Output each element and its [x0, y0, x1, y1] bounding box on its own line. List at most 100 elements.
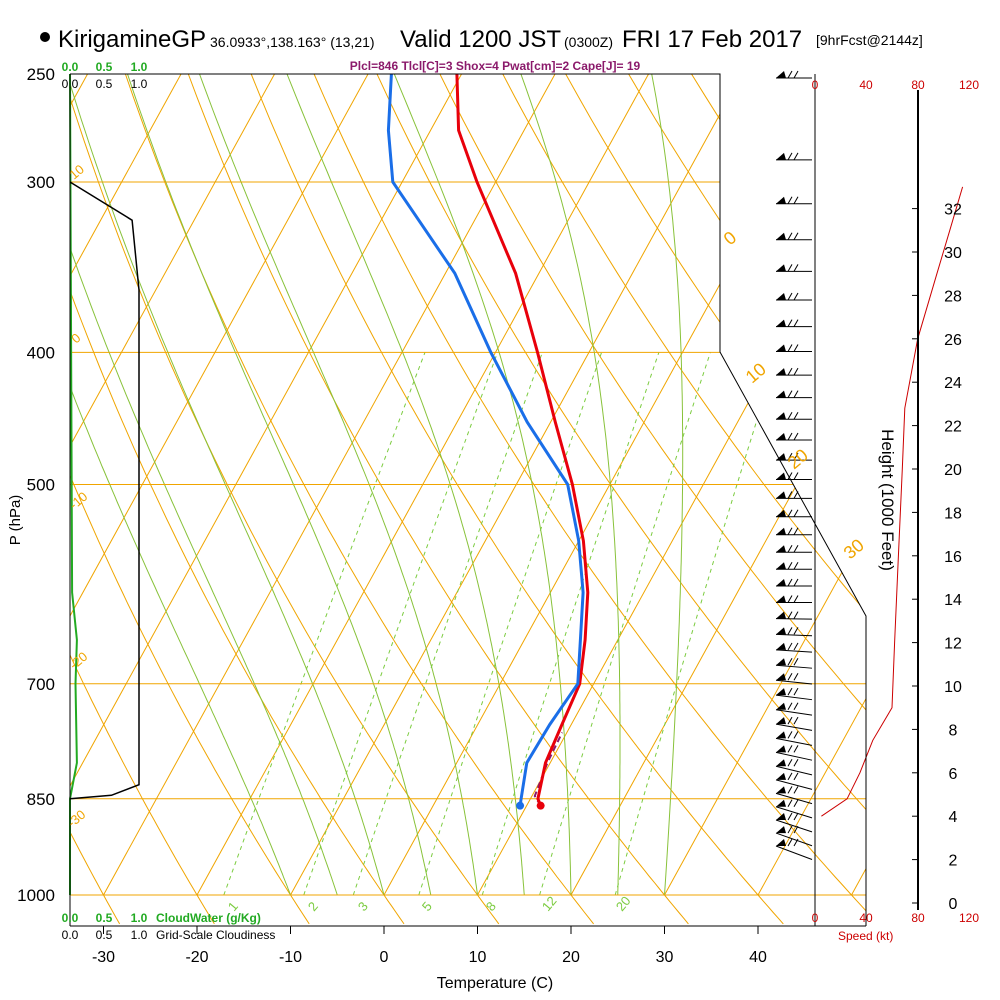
height-tick-label: 22 — [944, 419, 962, 436]
isotherm-label: 20 — [784, 445, 812, 473]
height-tick-label: 16 — [944, 549, 962, 566]
isotherm-label: 0 — [720, 227, 741, 249]
plot-frame — [70, 73, 867, 926]
wind-barb-feather — [787, 491, 793, 499]
isotherm-label: 10 — [742, 359, 770, 387]
cloudwater-tick-top: 1.0 — [131, 60, 148, 74]
wind-barb — [776, 412, 812, 420]
cloudiness-tick-bottom: 1.0 — [131, 928, 148, 942]
wind-barb-shaft — [775, 737, 813, 746]
wind-barb-feather — [793, 772, 799, 781]
mixing-ratio-line — [481, 352, 660, 896]
wind-barb-feather — [793, 687, 799, 696]
height-tick-label: 30 — [944, 245, 962, 262]
wind-barb-shaft — [775, 751, 813, 761]
wind-barb-feather — [793, 731, 799, 739]
wind-barb-feather — [787, 344, 793, 352]
wind-barb-flag — [776, 745, 786, 753]
wind-barb-feather — [787, 702, 793, 710]
wind-barb-flag — [776, 772, 786, 780]
cloudiness-tick-bottom: 0.0 — [62, 928, 79, 942]
wind-barb-feather — [787, 687, 793, 696]
dry-adiabat-line — [614, 74, 866, 925]
wind-barb-flag — [776, 799, 786, 807]
wind-barb-feather — [787, 657, 793, 666]
indices-line: Plcl=846 Tlcl[C]=3 Shox=4 Pwat[cm]=2 Cap… — [350, 59, 641, 73]
mixing-ratio-line — [303, 352, 499, 896]
isotherm-line — [664, 74, 866, 896]
wind-barb-flag — [776, 344, 786, 352]
moist-adiabat-line — [70, 74, 338, 896]
wind-barb — [775, 786, 813, 805]
height-tick-label: 32 — [944, 202, 962, 219]
height-tick-label: 2 — [949, 853, 958, 870]
valid-time: Valid 1200 JST — [400, 26, 561, 53]
wind-barb — [775, 687, 813, 701]
mixing-ratio-line — [614, 352, 779, 896]
wind-barb-feather — [787, 716, 793, 725]
wind-barb-feather — [793, 232, 799, 241]
wind-barb-feather — [793, 716, 799, 725]
wind-barb-feather — [787, 731, 793, 739]
wind-barb-feather — [793, 642, 799, 651]
wind-barb — [776, 509, 812, 518]
wind-barb — [776, 319, 812, 328]
wind-barb-flag — [776, 491, 786, 499]
pressure-tick-label: 500 — [27, 476, 55, 495]
wind-barb-feather — [793, 562, 799, 570]
wind-barb-feather — [793, 825, 799, 834]
wind-barb — [775, 799, 813, 819]
height-tick-label: 14 — [944, 592, 962, 609]
height-tick-label: 24 — [944, 375, 962, 392]
moist-adiabat-line — [286, 74, 525, 896]
pressure-tick-label: 1000 — [17, 886, 55, 905]
wind-barb — [776, 491, 812, 499]
wind-barb-feather — [793, 627, 799, 635]
wind-barb-flag — [776, 433, 786, 441]
dry-adiabat-line — [179, 74, 689, 925]
station-name: KirigamineGP — [58, 26, 207, 53]
wind-barb — [775, 758, 813, 776]
x-tick-label: 40 — [749, 949, 767, 966]
cloudiness-tick-top: 0.0 — [62, 77, 79, 91]
wind-barb — [775, 745, 813, 761]
wind-barb-feather — [787, 432, 793, 441]
wind-barb-shaft — [775, 649, 813, 653]
x-axis-label: Temperature (C) — [437, 975, 553, 992]
wind-barb-feather — [793, 544, 799, 553]
wind-barb-feather — [787, 562, 793, 570]
wind-barb-shaft — [775, 709, 813, 716]
dry-adiabat-line — [489, 74, 866, 925]
wind-barb — [775, 812, 813, 833]
wind-barb-shaft — [775, 694, 813, 701]
wind-barb — [776, 472, 812, 481]
speed-axis-label: Speed (kt) — [838, 929, 893, 943]
cloudwater-tick-bottom: 1.0 — [131, 911, 148, 925]
mixing-ratio-line — [352, 352, 543, 896]
wind-barb-feather — [793, 745, 799, 753]
wind-barb — [775, 731, 813, 746]
wind-barb-flag — [776, 759, 786, 767]
wind-barb-flag — [776, 812, 786, 820]
wind-barb — [776, 527, 812, 536]
wind-barb-feather — [793, 70, 799, 79]
dry-adiabat-line — [70, 74, 500, 925]
x-tick-label: 10 — [469, 949, 487, 966]
wind-barb-feather — [793, 412, 799, 420]
height-tick-label: 28 — [944, 288, 962, 305]
wind-barb-flag — [776, 562, 786, 570]
x-tick-label: 30 — [656, 949, 674, 966]
wind-barb-feather — [793, 292, 799, 301]
wind-barb-flag — [776, 688, 786, 696]
wind-barb-flag — [776, 293, 786, 301]
mixing-ratio-line — [223, 352, 426, 896]
wind-barb-feather — [787, 412, 793, 420]
wind-barb-feather — [787, 611, 793, 619]
wind-barb-shaft — [775, 633, 813, 637]
wind-barb-feather — [787, 152, 793, 161]
wind-barb-shaft — [775, 845, 813, 860]
station-marker — [40, 32, 50, 42]
wind-barb-feather — [787, 812, 793, 821]
dry-adiabat-line — [70, 74, 310, 925]
speed-tick-bottom: 120 — [959, 911, 979, 925]
